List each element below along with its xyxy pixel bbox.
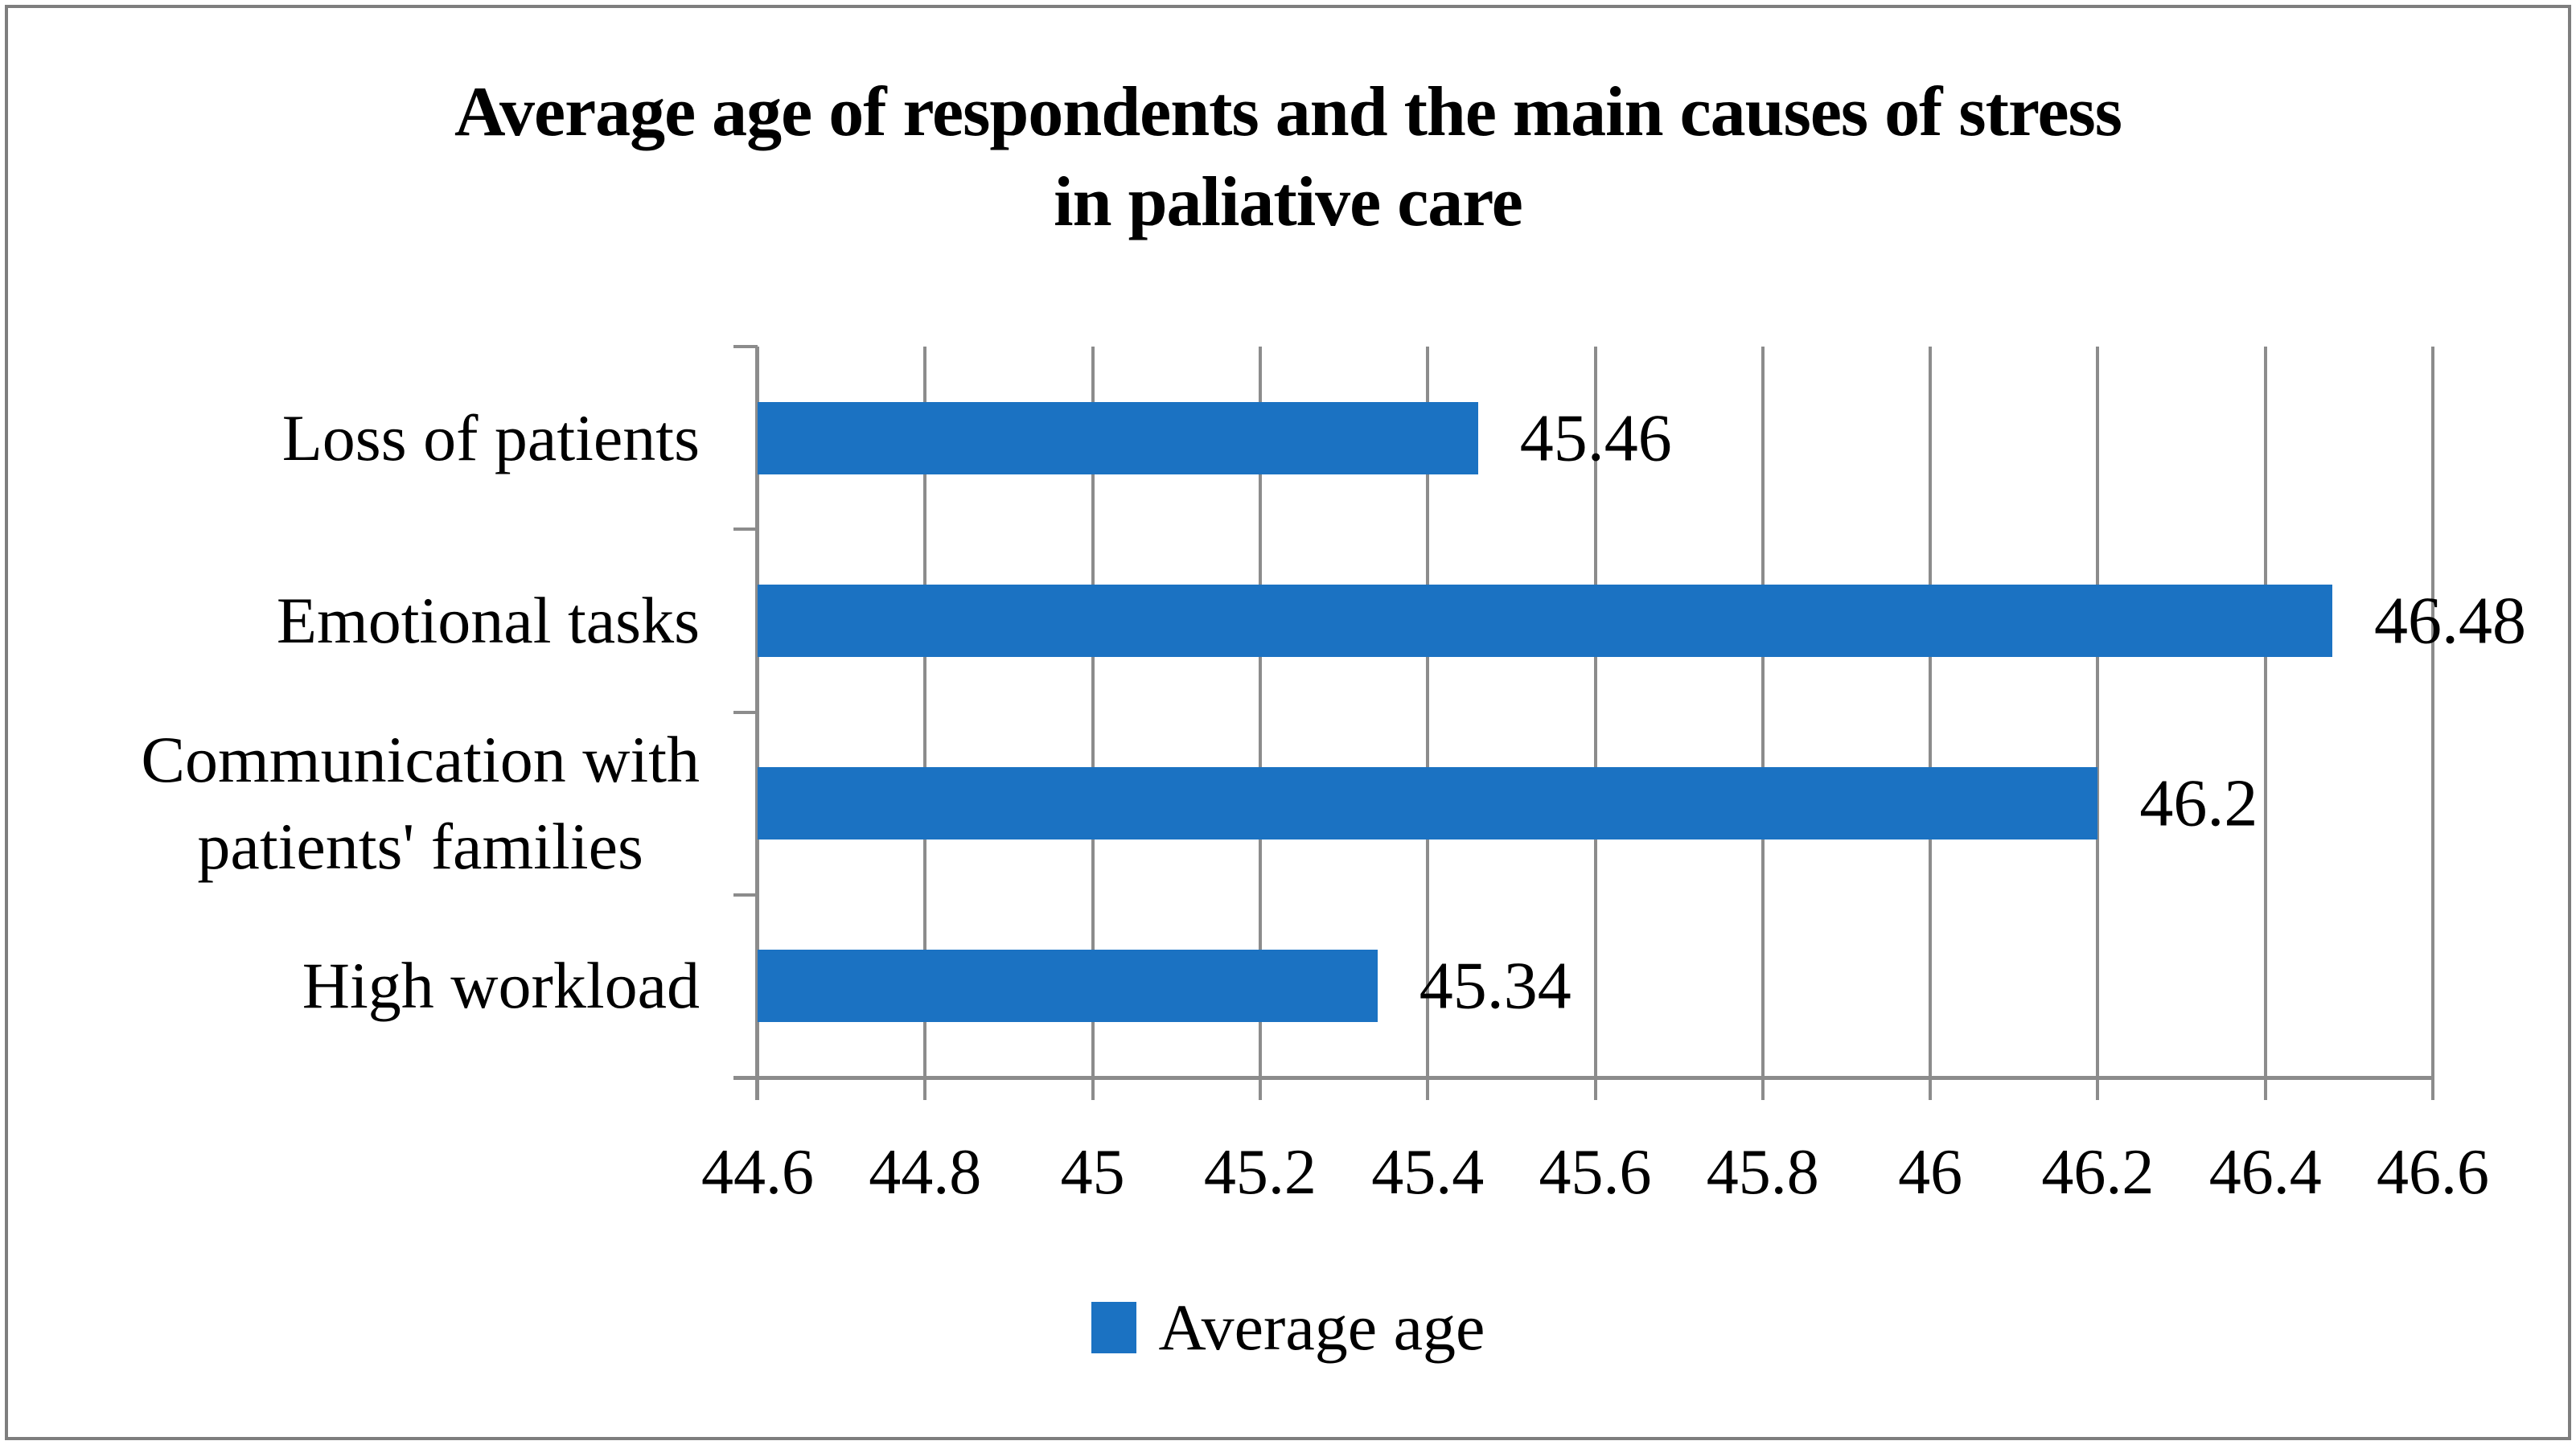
category-label-emotional-tasks: Emotional tasks — [276, 583, 700, 657]
x-tick-label-46.2: 46.2 — [2041, 1137, 2155, 1208]
legend-swatch-average-age — [1091, 1302, 1136, 1353]
bar-value-label-communication-with-patients-families: 46.2 — [2139, 766, 2258, 841]
bar-high-workload — [758, 950, 1378, 1023]
x-tick-label-46: 46 — [1898, 1137, 1963, 1208]
category-label-row: High workload — [23, 895, 700, 1078]
gridline-45.2 — [1258, 347, 1262, 1100]
gridline-45.4 — [1426, 347, 1430, 1100]
gridline-45 — [1091, 347, 1095, 1100]
chart-title: Average age of respondents and the main … — [0, 68, 2576, 248]
legend-label: Average age — [1158, 1291, 1485, 1364]
bar-value-label-high-workload: 45.34 — [1419, 948, 1571, 1024]
category-label-row: Emotional tasks — [23, 529, 700, 712]
gridline-46 — [1929, 347, 1933, 1100]
bar-value-label-loss-of-patients: 45.46 — [1519, 400, 1672, 476]
x-tick-label-46.4: 46.4 — [2208, 1137, 2322, 1208]
bar-emotional-tasks — [758, 584, 2333, 657]
category-axis-labels: Loss of patients Emotional tasks Communica… — [23, 347, 700, 1078]
gridline-46.2 — [2096, 347, 2100, 1100]
x-tick-label-45.4: 45.4 — [1371, 1137, 1485, 1208]
value-axis-line — [733, 1076, 2433, 1080]
chart-title-line-2: in paliative care — [1054, 163, 1523, 241]
gridline-46.6 — [2431, 347, 2434, 1100]
category-label-high-workload: High workload — [302, 949, 700, 1023]
gridline-46.4 — [2263, 347, 2267, 1100]
category-axis-line — [755, 347, 759, 1100]
bar-loss-of-patients — [758, 401, 1478, 474]
category-axis-tick — [733, 345, 758, 348]
x-tick-label-45: 45 — [1060, 1137, 1125, 1208]
gridline-44.8 — [923, 347, 927, 1100]
category-label-communication-with-patients-families: Communication with patients' families — [141, 722, 700, 884]
x-tick-label-45.2: 45.2 — [1203, 1137, 1317, 1208]
x-tick-label-44.6: 44.6 — [701, 1137, 814, 1208]
gridline-45.6 — [1593, 347, 1597, 1100]
category-axis-tick — [733, 893, 758, 897]
bar-communication-with-patients-families — [758, 767, 2098, 840]
chart-title-line-1: Average age of respondents and the main … — [454, 73, 2122, 151]
category-label-row: Communication with patients' families — [23, 712, 700, 895]
gridline-45.8 — [1760, 347, 1765, 1100]
x-tick-label-44.8: 44.8 — [869, 1137, 982, 1208]
category-axis-tick — [733, 710, 758, 714]
category-axis-tick — [733, 1076, 758, 1079]
category-axis-tick — [733, 528, 758, 532]
category-label-row: Loss of patients — [23, 347, 700, 529]
x-tick-label-45.8: 45.8 — [1706, 1137, 1819, 1208]
plot-area: 45.46 46.48 46.2 45.34 — [733, 345, 2526, 1100]
bar-value-label-emotional-tasks: 46.48 — [2374, 583, 2527, 659]
category-label-loss-of-patients: Loss of patients — [281, 400, 700, 474]
x-tick-label-45.6: 45.6 — [1539, 1137, 1652, 1208]
x-tick-label-46.6: 46.6 — [2377, 1137, 2489, 1208]
legend: Average age — [0, 1291, 2576, 1364]
